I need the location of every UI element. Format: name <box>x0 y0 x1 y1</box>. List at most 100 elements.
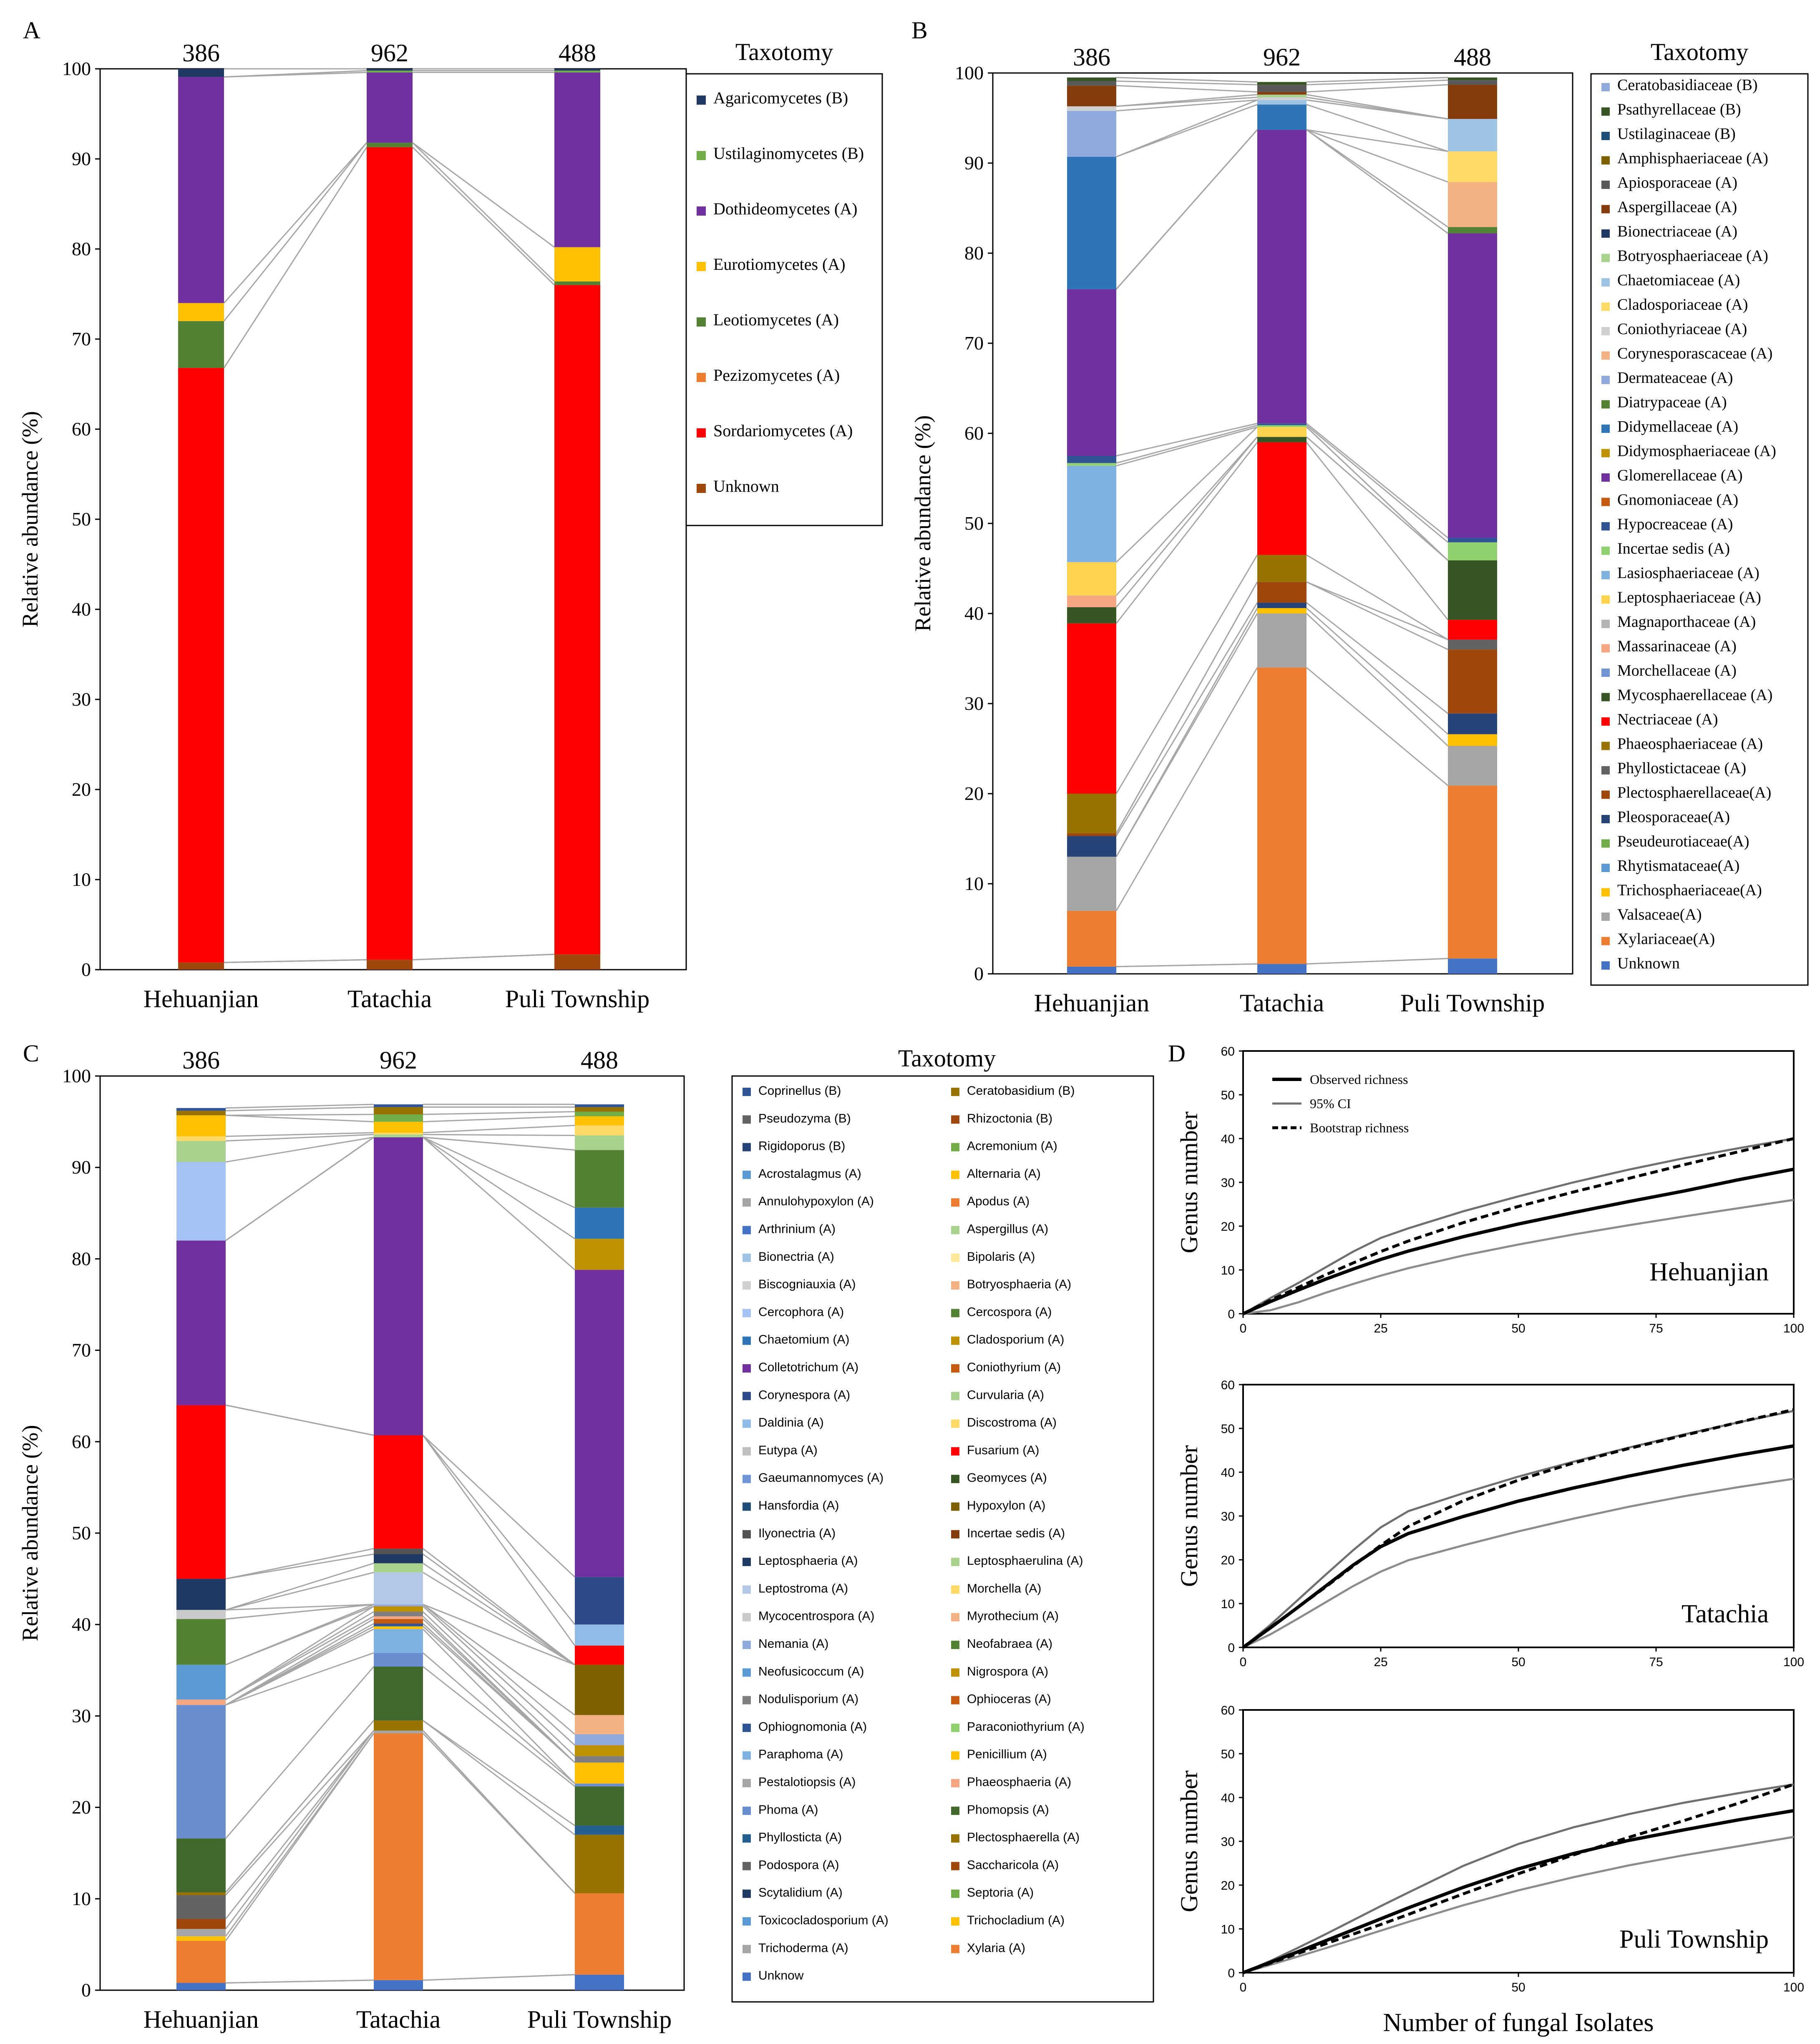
panel-b-legend-label: Pseudeurotiaceae(A) <box>1617 833 1750 850</box>
panel-b-segment-aspergillaceae-a <box>1257 92 1306 95</box>
panel-c-legend-label: Scytalidium (A) <box>758 1886 843 1900</box>
panel-c-legend-swatch <box>951 1253 959 1262</box>
panel-d-subplot-hehuanjian: 0 10 20 30 40 50 60 0 25 50 75 100 Genus number Hehua… <box>1176 1045 1804 1335</box>
panel-c-segment-plectosphaerella-a <box>374 1720 423 1731</box>
panel-b-legend-label: Nectriaceae (A) <box>1617 711 1718 728</box>
panel-b-category-label: Puli Township <box>1400 989 1545 1017</box>
panel-c-y-tick-label: 40 <box>72 1614 91 1635</box>
panel-c-legend-swatch <box>743 1917 751 1926</box>
panel-b-segment-pleosporaceae-a <box>1448 713 1497 734</box>
panel-c-segment-phaeosphaeria-a <box>176 1699 226 1705</box>
panel-c-legend-swatch <box>743 1475 751 1483</box>
panel-c-segment-corynespora-a <box>575 1577 624 1625</box>
panel-b-legend-label: Diatrypaceae (A) <box>1617 394 1727 411</box>
panel-c-segment-coprinellus-b <box>575 1104 624 1107</box>
panel-b-segment-phaeosphaeriaceae-a <box>1067 794 1116 834</box>
panel-b-connector-line <box>1115 442 1258 624</box>
panel-c-segment-nigrospora-a <box>374 1606 423 1612</box>
panel-c-legend-swatch <box>951 1143 959 1151</box>
panel-c-legend-swatch <box>951 1226 959 1234</box>
panel-c-segment-leptostroma-a <box>374 1572 423 1604</box>
panel-b-segment-leptosphaeriaceae-a <box>1067 562 1116 596</box>
panel-b-legend-swatch <box>1601 425 1610 433</box>
panel-d-y-tick-label: 30 <box>1221 1176 1235 1190</box>
panel-c-segment-nodulisporium-a <box>374 1612 423 1617</box>
panel-a-connector-line <box>223 147 368 368</box>
panel-b-connector-line <box>1116 80 1258 85</box>
panel-c-legend-label: Aspergillus (A) <box>967 1222 1048 1236</box>
panel-c-connector-line <box>422 1611 576 1757</box>
panel-a-segment-agaricomycetes-b <box>178 69 224 77</box>
panel-c-legend-swatch <box>951 1723 959 1732</box>
panel-b-legend-label: Didymellaceae (A) <box>1617 418 1738 435</box>
panel-b-legend-swatch <box>1601 400 1610 409</box>
panel-c-connector-line <box>225 1730 375 1919</box>
panel-c-total-label: 386 <box>182 1046 220 1074</box>
panel-b-segment-incertae-sedis-a <box>1067 463 1116 466</box>
panel-c-legend-swatch <box>743 1972 751 1981</box>
panel-a-legend-swatch <box>697 484 706 493</box>
panel-c-legend-swatch <box>951 1834 959 1843</box>
panel-c-legend-label: Ophioceras (A) <box>967 1692 1051 1706</box>
panel-c-legend-swatch <box>743 1779 751 1788</box>
panel-b-total-label: 962 <box>1263 43 1301 71</box>
panel-b-connector-line <box>1306 79 1448 85</box>
panel-c-connector-line <box>225 1666 375 1839</box>
panel-c-connector-line <box>422 1616 576 1763</box>
panel-b-segment-didymellaceae-a <box>1067 156 1116 289</box>
panel-d-y-tick-label: 50 <box>1221 1747 1235 1761</box>
panel-c-connector-line <box>225 1132 374 1137</box>
panel-b-segment-lasiosphaeriaceae-a <box>1067 465 1116 562</box>
panel-c-segment-colletotrichum-a <box>176 1240 226 1405</box>
panel-c-segment-fusarium-a <box>176 1405 226 1579</box>
panel-c-legend-swatch <box>951 1668 959 1677</box>
panel-b-segment-mycosphaerellaceae-a <box>1257 437 1306 442</box>
panel-b-legend: Taxotomy Ceratobasidiaceae (B) Psathyrella… <box>1590 38 1809 986</box>
panel-c-legend-label: Trichocladium (A) <box>967 1913 1065 1927</box>
panel-b-segment-chaetomiaceae-a <box>1257 100 1306 105</box>
panel-b-chart: 0 10 20 30 40 50 60 70 80 90 100 Relative abundance… <box>910 38 1809 1017</box>
panel-c-legend-label: Unknow <box>758 1969 804 1983</box>
panel-c-segment-ceratobasidium-b <box>176 1111 226 1116</box>
panel-b-segment-incertae-sedis-a <box>1257 425 1306 427</box>
panel-c-connector-line <box>422 1606 576 1746</box>
panel-d-y-axis-label: Genus number <box>1176 1111 1203 1253</box>
panel-b-legend-swatch <box>1601 693 1610 701</box>
panel-a-legend-swatch <box>697 428 706 437</box>
panel-b-connector-line <box>1115 436 1258 608</box>
panel-c-chart: 0 10 20 30 40 50 60 70 80 90 100 Relative abundance… <box>18 1045 1154 2033</box>
panel-b-legend-swatch <box>1601 302 1610 311</box>
panel-c-legend-swatch <box>951 1198 959 1207</box>
panel-c-connector-line <box>225 1553 374 1580</box>
panel-b-connector-line <box>1306 129 1448 183</box>
panel-c-legend-title: Taxotomy <box>898 1045 996 1072</box>
panel-b-bar-puli-township <box>1448 77 1497 974</box>
panel-a-segment-sordariomycetes-a <box>367 147 413 960</box>
panel-c-legend-swatch <box>743 1336 751 1345</box>
panel-d-y-tick-label: 10 <box>1221 1264 1235 1277</box>
panel-c-segment-acremonium-a <box>374 1114 423 1122</box>
panel-c-legend-swatch <box>743 1558 751 1566</box>
panel-c-legend-label: Ophiognomonia (A) <box>758 1720 867 1734</box>
panel-b-legend-label: Bionectriaceae (A) <box>1617 223 1737 240</box>
panel-c-segment-mycocentrospora-a <box>176 1610 226 1619</box>
panel-b-legend-label: Unknown <box>1617 955 1680 972</box>
panel-c-segment-phoma-a <box>374 1653 423 1667</box>
panel-c-legend-swatch <box>951 1364 959 1373</box>
panel-c-legend-swatch <box>951 1447 959 1456</box>
panel-c-connector-line <box>225 1404 374 1436</box>
panel-b-segment-plectosphaerellaceae-a <box>1257 582 1306 603</box>
panel-a-legend-swatch <box>697 373 706 382</box>
panel-b-segment-plectosphaerellaceae-a <box>1448 649 1497 714</box>
panel-c-legend-box <box>731 1075 1154 2003</box>
panel-b-legend-swatch <box>1601 766 1610 774</box>
panel-b-connector-line <box>1115 426 1258 563</box>
panel-b-legend-swatch <box>1601 522 1610 530</box>
panel-d-y-tick-label: 60 <box>1221 1704 1235 1717</box>
panel-b-legend-swatch <box>1601 156 1610 165</box>
panel-c-segment-unknow <box>176 1983 226 1990</box>
panel-d-site-label: Hehuanjian <box>1649 1258 1769 1286</box>
panel-a-bar-tatachia <box>367 69 413 970</box>
panel-c-y-tick-label: 70 <box>72 1340 91 1361</box>
panel-b-bar-tatachia <box>1257 82 1306 974</box>
